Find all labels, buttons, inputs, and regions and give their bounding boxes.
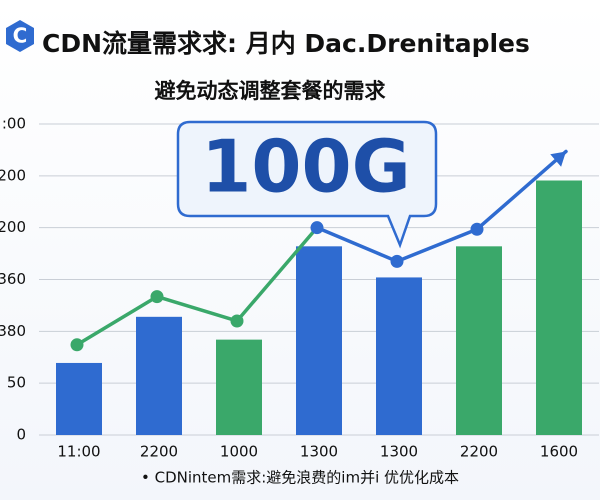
footer: • CDNintem需求:避免浪费的im并i 优优化成本 <box>141 469 459 487</box>
bar <box>216 339 262 435</box>
bar <box>136 316 182 435</box>
line-segment <box>155 294 239 323</box>
svg-text:C: C <box>13 24 28 48</box>
x-tick-label: 2200 <box>460 443 498 461</box>
y-tick-label: 200 <box>0 218 26 236</box>
line-point <box>470 222 484 236</box>
chart-subtitle: 避免动态调整套餐的需求 <box>155 79 386 103</box>
x-tick-label: 11:00 <box>57 443 100 461</box>
y-tick-label: 360 <box>0 270 26 288</box>
line-segment <box>75 294 159 347</box>
x-tick-label: 2200 <box>140 443 178 461</box>
line-segment <box>395 227 479 264</box>
y-tick-label: 200 <box>0 166 26 184</box>
bar <box>56 362 102 435</box>
y-tick-label: :00 <box>2 115 26 133</box>
x-tick-label: 1300 <box>300 443 338 461</box>
line-point <box>230 314 244 328</box>
x-tick-label: 1600 <box>540 443 578 461</box>
y-tick-label: 0 <box>16 426 26 444</box>
line-point <box>390 254 404 268</box>
x-tick-label: 1000 <box>220 443 258 461</box>
bar <box>376 277 422 435</box>
chart-title: CDN流量需求求: 月内 Dac.Drenitaples <box>42 29 530 58</box>
bar <box>456 246 502 435</box>
line-point <box>70 338 84 352</box>
line-segment <box>475 149 568 231</box>
line-segment <box>235 225 319 323</box>
callout-text: 100G <box>201 125 410 209</box>
callout-box <box>176 120 438 249</box>
line-segment <box>315 225 399 264</box>
line-point <box>310 221 324 235</box>
arrow-head <box>550 151 566 167</box>
callout: 100G <box>176 120 438 249</box>
bar <box>536 180 582 435</box>
y-tick-label: 50 <box>7 374 26 392</box>
x-tick-label: 1300 <box>380 443 418 461</box>
bar <box>296 246 342 435</box>
logo: C <box>6 20 34 52</box>
line-point <box>150 290 164 304</box>
y-tick-label: 380 <box>0 322 26 340</box>
